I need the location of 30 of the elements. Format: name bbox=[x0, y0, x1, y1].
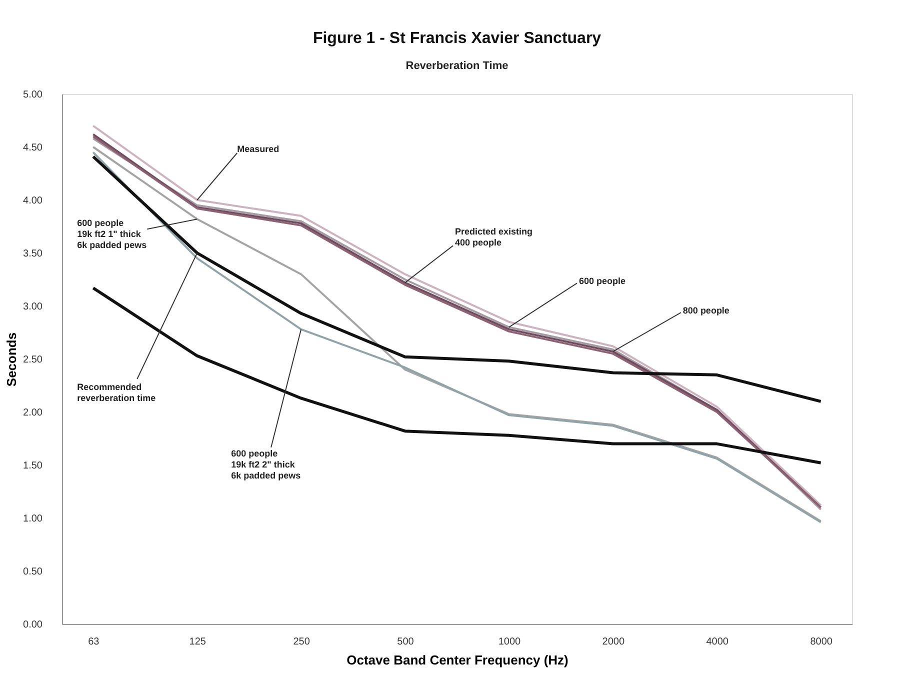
x-tick-label: 125 bbox=[189, 636, 206, 648]
x-tick-label: 2000 bbox=[602, 636, 625, 648]
y-tick-label: 3.00 bbox=[23, 302, 43, 312]
y-tick-label: 4.50 bbox=[23, 142, 43, 154]
x-tick-label: 250 bbox=[293, 636, 310, 648]
annotation: 800 people bbox=[682, 306, 730, 316]
x-tick-label: 8000 bbox=[810, 636, 833, 648]
annotation: Measured bbox=[237, 144, 280, 154]
y-tick-label: 1.50 bbox=[23, 460, 43, 472]
x-axis-title: Octave Band Center Frequency (Hz) bbox=[346, 652, 568, 668]
y-tick-label: 3.50 bbox=[23, 248, 43, 260]
y-tick-label: 5.00 bbox=[23, 90, 43, 100]
x-tick-label: 500 bbox=[397, 636, 414, 648]
x-tick-label: 1000 bbox=[498, 636, 522, 648]
annotation: 600 people 19k ft2 1" thick 6k padded pews bbox=[77, 218, 147, 250]
annotation: 600 people 19k ft2 2" thick 6k padded pews bbox=[231, 448, 301, 480]
annotation: Predicted existing 400 people bbox=[455, 226, 533, 248]
y-tick-label: 0.50 bbox=[23, 566, 43, 578]
y-tick-label: 1.00 bbox=[23, 514, 43, 524]
y-tick-label: 2.50 bbox=[23, 354, 43, 366]
chart-title: Figure 1 - St Francis Xavier Sanctuary bbox=[312, 30, 602, 47]
x-tick-label: 4000 bbox=[706, 636, 729, 648]
y-tick-label: 4.00 bbox=[23, 196, 43, 206]
y-tick-label: 2.00 bbox=[23, 408, 43, 418]
annotation: 600 people bbox=[578, 276, 626, 286]
annotation: Recommended reverberation time bbox=[77, 382, 156, 403]
chart-subtitle: Reverberation Time bbox=[406, 60, 508, 72]
y-tick-label: 0.00 bbox=[23, 620, 43, 630]
x-tick-label: 63 bbox=[88, 636, 100, 648]
y-axis-title: Seconds bbox=[4, 332, 20, 387]
